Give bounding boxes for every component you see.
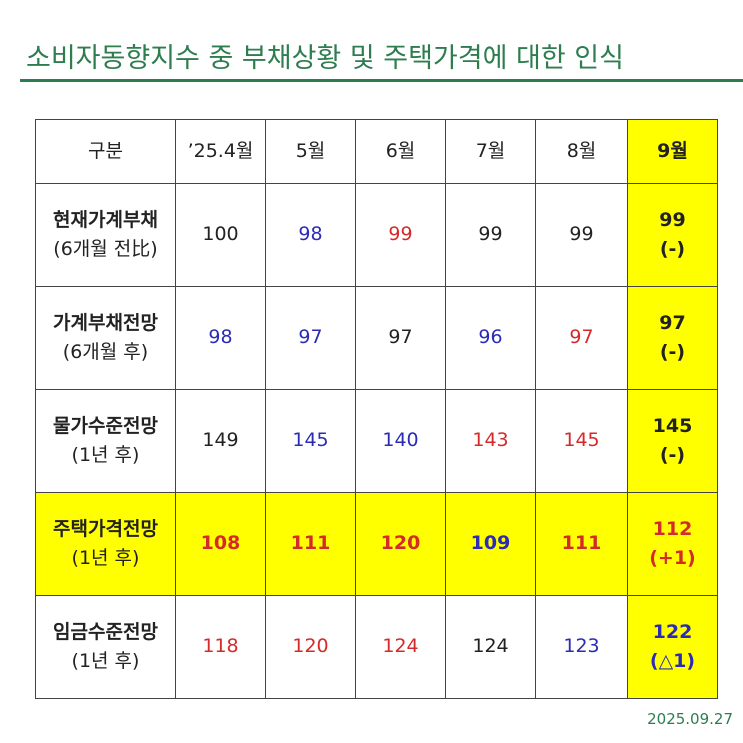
value-cell: 111 [265, 492, 356, 596]
latest-value: 122 [652, 620, 693, 643]
value-cell: 120 [265, 595, 356, 699]
row-title: 물가수준전망 [53, 414, 158, 437]
row-label: 가계부채전망 (6개월 후) [35, 286, 176, 390]
value-cell: 97 [265, 286, 356, 390]
latest-cell: 97 (-) [627, 286, 718, 390]
row-title: 가계부채전망 [53, 311, 158, 334]
value-cell: 96 [445, 286, 536, 390]
column-header: 6월 [355, 119, 446, 184]
row-sublabel: (1년 후) [71, 650, 140, 672]
value-cell: 123 [535, 595, 628, 699]
value-cell: 99 [535, 183, 628, 287]
date: 2025.09.27 [647, 710, 733, 728]
value-cell: 99 [445, 183, 536, 287]
latest-value: 97 [659, 311, 686, 334]
table-row: 가계부채전망 (6개월 후) 98 97 97 96 97 97 (-) [35, 286, 718, 390]
latest-change: (△1) [649, 650, 696, 672]
table-body: 구분 ’25.4월 5월 6월 7월 8월 9월 현재가계부채 (6개월 전比) 100 98 99 9… [35, 119, 718, 699]
value-cell: 109 [445, 492, 536, 596]
latest-change: (-) [659, 444, 686, 466]
latest-cell: 99 (-) [627, 183, 718, 287]
row-title: 주택가격전망 [53, 517, 158, 540]
column-header: 5월 [265, 119, 356, 184]
latest-cell: 112 (+1) [627, 492, 718, 596]
row-label: 주택가격전망 (1년 후) [35, 492, 176, 596]
row-sublabel: (1년 후) [71, 444, 140, 466]
row-title: 현재가계부채 [53, 208, 158, 231]
value-cell: 111 [535, 492, 628, 596]
latest-cell: 145 (-) [627, 389, 718, 493]
latest-value: 145 [652, 414, 693, 437]
value-cell: 100 [175, 183, 266, 287]
latest-cell: 122 (△1) [627, 595, 718, 699]
column-header: 8월 [535, 119, 628, 184]
value-cell: 97 [355, 286, 446, 390]
value-cell: 124 [445, 595, 536, 699]
table-row: 임금수준전망 (1년 후) 118 120 124 124 123 122 (△1) [35, 595, 718, 699]
table-row: 주택가격전망 (1년 후) 108 111 120 109 111 112 (+1) [35, 492, 718, 596]
row-sublabel: (6개월 후) [62, 341, 149, 363]
title: 소비자동향지수 중 부채상황 및 주택가격에 대한 인식 [26, 43, 624, 74]
latest-change: (-) [659, 238, 686, 260]
value-cell: 143 [445, 389, 536, 493]
value-cell: 120 [355, 492, 446, 596]
value-cell: 98 [175, 286, 266, 390]
value-cell: 140 [355, 389, 446, 493]
value-cell: 124 [355, 595, 446, 699]
value-cell: 149 [175, 389, 266, 493]
table-row: 물가수준전망 (1년 후) 149 145 140 143 145 145 (-) [35, 389, 718, 493]
row-title: 임금수준전망 [53, 620, 158, 643]
table: 구분 ’25.4월 5월 6월 7월 8월 9월 현재가계부채 (6개월 전比) 100 98 99 9… [35, 119, 718, 699]
row-label: 현재가계부채 (6개월 전比) [35, 183, 176, 287]
latest-value: 112 [652, 517, 693, 540]
value-cell: 118 [175, 595, 266, 699]
row-label: 물가수준전망 (1년 후) [35, 389, 176, 493]
latest-change: (-) [659, 341, 686, 363]
table-row: 현재가계부채 (6개월 전比) 100 98 99 99 99 99 (-) [35, 183, 718, 287]
column-header: 7월 [445, 119, 536, 184]
value-cell: 97 [535, 286, 628, 390]
value-cell: 145 [265, 389, 356, 493]
column-header: 9월 [627, 119, 718, 184]
header-row: 구분 ’25.4월 5월 6월 7월 8월 9월 [35, 119, 718, 184]
value-cell: 108 [175, 492, 266, 596]
row-sublabel: (1년 후) [71, 547, 140, 569]
latest-change: (+1) [649, 547, 696, 569]
row-label: 임금수준전망 (1년 후) [35, 595, 176, 699]
column-header: 구분 [35, 119, 176, 184]
latest-value: 99 [659, 208, 686, 231]
column-header: ’25.4월 [175, 119, 266, 184]
row-sublabel: (6개월 전比) [53, 238, 158, 260]
value-cell: 99 [355, 183, 446, 287]
value-cell: 98 [265, 183, 356, 287]
value-cell: 145 [535, 389, 628, 493]
title-rule [20, 79, 743, 82]
